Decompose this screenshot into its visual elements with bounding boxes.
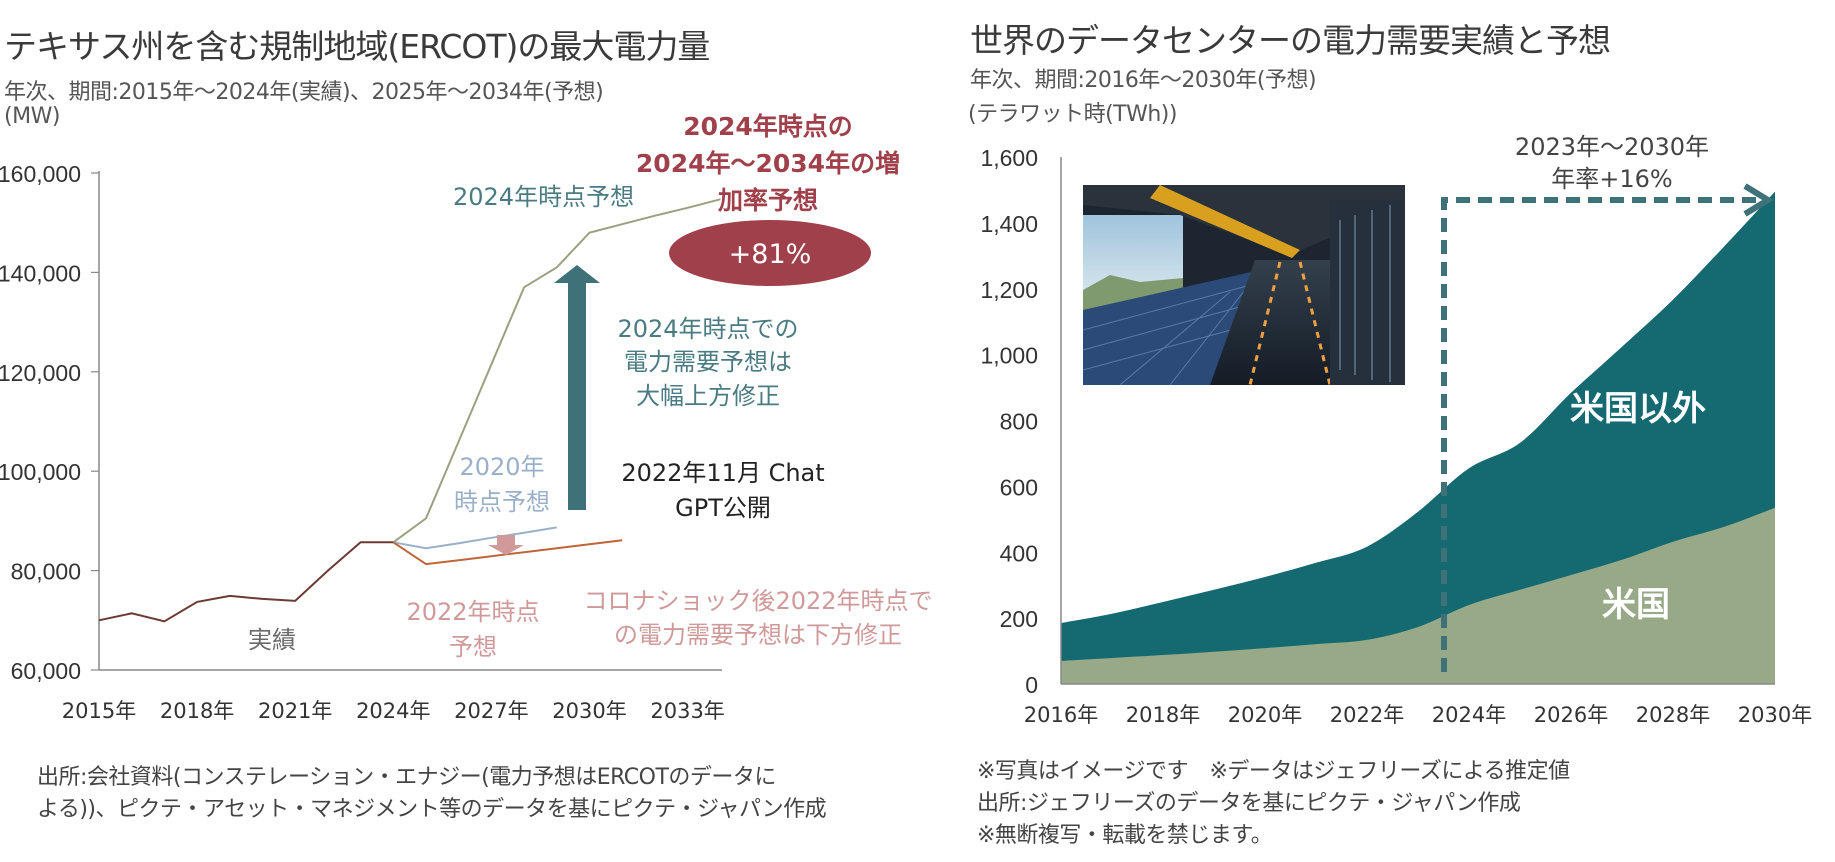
left-chart-unit: (MW)	[4, 104, 60, 129]
y-tick-label: 140,000	[0, 260, 81, 286]
x-tick-label: 2033年	[650, 699, 724, 723]
right-notes: ※写真はイメージです ※データはジェフリーズによる推定値 出所:ジェフリーズのデ…	[977, 756, 1570, 852]
downward-note-line: の電力需要予想は下方修正	[614, 621, 902, 649]
non-us-area	[1061, 191, 1775, 684]
y-tick-label: 400	[1000, 540, 1038, 566]
x-tick-label: 2028年	[1636, 703, 1710, 727]
y-tick-label: 1,600	[980, 145, 1038, 171]
y-tick-label: 60,000	[11, 658, 81, 684]
right-chart-subtitle: 年次、期間:2016年～2030年(予想)	[970, 68, 1317, 93]
forecast-2020-label: 2020年 時点予想	[454, 453, 550, 516]
y-tick-label: 0	[1025, 672, 1038, 698]
chatgpt-note: 2022年11月 Chat GPT公開	[621, 459, 824, 522]
cagr-annotation-line: 年率+16%	[1551, 165, 1672, 193]
forecast-2022-line: 予想	[449, 633, 497, 661]
forecast-2024-label: 2024年時点予想	[453, 183, 634, 211]
x-tick-label: 2022年	[1330, 703, 1404, 727]
dashed-bracket	[1441, 197, 1767, 672]
x-tick-label: 2018年	[1126, 703, 1200, 727]
chatgpt-note-line: GPT公開	[675, 494, 771, 522]
right-note-line: 出所:ジェフリーズのデータを基にピクテ・ジャパン作成	[977, 791, 1521, 816]
left-chart-title: テキサス州を含む規制地域(ERCOT)の最大電力量	[4, 27, 710, 66]
y-tick-label: 200	[1000, 606, 1038, 632]
y-tick-label: 1,200	[980, 277, 1038, 303]
forecast-2022-label: 2022年時点 予想	[406, 598, 539, 661]
x-tick-label: 2030年	[552, 699, 626, 723]
upward-revision-note: 2024年時点での 電力需要予想は 大幅上方修正	[617, 315, 798, 410]
x-tick-label: 2027年	[454, 699, 528, 723]
x-tick-label: 2020年	[1228, 703, 1302, 727]
left-chart-subtitle: 年次、期間:2015年～2024年(実績)、2025年～2034年(予想)	[4, 80, 604, 105]
forecast-2024-line	[392, 198, 721, 544]
x-tick-label: 2030年	[1738, 703, 1812, 727]
data-center-photo	[1082, 185, 1405, 386]
right-chart-title: 世界のデータセンターの電力需要実績と予想	[970, 21, 1611, 60]
upward-note-line: 電力需要予想は	[624, 348, 792, 376]
downward-note-line: コロナショック後2022年時点で	[583, 587, 932, 615]
right-chart-unit: (テラワット時(TWh))	[968, 102, 1177, 127]
left-chart: 60,000 80,000 100,000 120,000 140,000 160,000…	[0, 112, 933, 723]
left-axes: 60,000 80,000 100,000 120,000 140,000 160,000…	[0, 161, 725, 723]
left-source-line: よる))、ピクテ・アセット・マネジメント等のデータを基にピクテ・ジャパン作成	[37, 797, 827, 822]
y-tick-label: 160,000	[0, 161, 81, 187]
growth-title: 2024年時点の 2024年～2034年の増 加率予想	[636, 112, 900, 215]
x-tick-label: 2015年	[62, 699, 136, 723]
forecast-2020-line	[393, 526, 557, 550]
downward-revision-note: コロナショック後2022年時点で の電力需要予想は下方修正	[583, 587, 932, 649]
growth-ellipse	[669, 220, 871, 286]
growth-title-line: 2024年時点の	[683, 112, 853, 141]
y-tick-label: 120,000	[0, 360, 81, 386]
growth-title-line: 2024年～2034年の増	[636, 149, 900, 178]
forecast-2020-line: 時点予想	[454, 488, 550, 516]
growth-title-line: 加率予想	[717, 186, 818, 215]
x-tick-label: 2016年	[1024, 703, 1098, 727]
forecast-2022-line	[392, 539, 623, 566]
actual-label: 実績	[248, 626, 296, 654]
y-tick-label: 600	[1000, 474, 1038, 500]
upward-note-line: 2024年時点での	[617, 315, 798, 343]
left-source-line: 出所:会社資料(コンステレーション・エナジー(電力予想はERCOTのデータに	[37, 765, 776, 790]
y-tick-label: 80,000	[11, 559, 81, 585]
x-tick-label: 2021年	[258, 699, 332, 723]
left-series	[98, 198, 722, 623]
x-tick-label: 2024年	[356, 699, 430, 723]
y-tick-label: 100,000	[0, 459, 81, 485]
y-tick-label: 1,400	[980, 211, 1038, 237]
right-note-line: ※写真はイメージです ※データはジェフリーズによる推定値	[977, 759, 1570, 784]
growth-value: +81%	[729, 239, 812, 270]
y-tick-label: 1,000	[980, 343, 1038, 369]
non-us-label: 米国以外	[1570, 389, 1706, 429]
forecast-2022-line: 2022年時点	[406, 598, 539, 626]
chatgpt-note-line: 2022年11月 Chat	[621, 459, 824, 487]
x-tick-label: 2024年	[1432, 703, 1506, 727]
right-axes: 0 200 400 600 800 1,000 1,200 1,400 1,600 2016年 20…	[980, 145, 1812, 727]
y-tick-label: 800	[1000, 409, 1038, 435]
right-arrow-icon	[1743, 183, 1774, 217]
forecast-2020-line: 2020年	[459, 453, 544, 481]
us-area	[1061, 507, 1775, 684]
actual-line	[98, 541, 394, 623]
x-tick-label: 2026年	[1534, 703, 1608, 727]
right-areas	[1061, 191, 1775, 684]
up-arrow-icon	[554, 265, 600, 510]
cagr-annotation: 2023年～2030年 年率+16%	[1515, 133, 1709, 193]
right-note-line: ※無断複写・転載を禁じます。	[977, 823, 1273, 848]
x-tick-label: 2018年	[160, 699, 234, 723]
left-source-note: 出所:会社資料(コンステレーション・エナジー(電力予想はERCOTのデータに よ…	[37, 762, 827, 826]
down-arrow-icon	[488, 535, 524, 555]
us-label: 米国	[1602, 585, 1670, 625]
cagr-annotation-line: 2023年～2030年	[1515, 133, 1709, 161]
upward-note-line: 大幅上方修正	[636, 382, 780, 410]
